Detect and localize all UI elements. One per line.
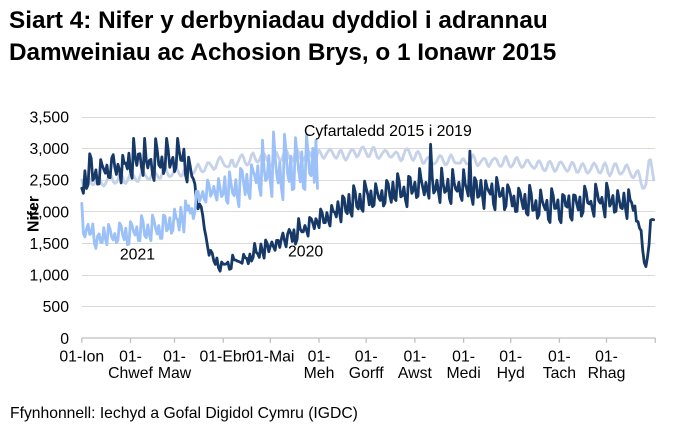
svg-text:01-: 01- [163, 349, 186, 366]
svg-text:Gorff: Gorff [349, 365, 384, 382]
svg-text:2020: 2020 [288, 244, 323, 261]
svg-text:3,000: 3,000 [29, 141, 69, 158]
svg-text:1,500: 1,500 [29, 236, 69, 253]
svg-text:Hyd: Hyd [497, 365, 525, 382]
svg-text:01-Ebr: 01-Ebr [199, 349, 246, 366]
svg-text:01-: 01- [548, 349, 571, 366]
svg-text:01-: 01- [308, 349, 331, 366]
svg-text:Tach: Tach [543, 365, 576, 382]
svg-text:2021: 2021 [120, 247, 155, 264]
svg-text:01-: 01- [452, 349, 475, 366]
svg-text:1,000: 1,000 [29, 268, 69, 285]
svg-text:Siart 4: Nifer y derbyniadau d: Siart 4: Nifer y derbyniadau dyddiol i a… [9, 7, 548, 34]
svg-text:Rhag: Rhag [588, 365, 626, 382]
svg-text:Chwef: Chwef [108, 365, 153, 382]
svg-text:01-: 01- [403, 349, 426, 366]
svg-text:01-: 01- [119, 349, 142, 366]
svg-text:Ffynhonnell: Iechyd a Gofal Di: Ffynhonnell: Iechyd a Gofal Digidol Cymr… [10, 405, 358, 422]
svg-text:Awst: Awst [398, 365, 433, 382]
svg-text:Damweiniau ac Achosion Brys, o: Damweiniau ac Achosion Brys, o 1 Ionawr … [9, 39, 556, 66]
svg-text:01-Ion: 01-Ion [59, 349, 104, 366]
svg-text:0: 0 [60, 331, 69, 348]
svg-text:Cyfartaledd 2015 i 2019: Cyfartaledd 2015 i 2019 [304, 123, 472, 140]
svg-text:500: 500 [43, 299, 70, 316]
svg-text:Meh: Meh [304, 365, 335, 382]
svg-text:Maw: Maw [158, 365, 192, 382]
svg-text:Nifer: Nifer [26, 196, 43, 232]
svg-text:2,000: 2,000 [29, 204, 69, 221]
svg-text:3,500: 3,500 [29, 110, 69, 127]
svg-text:01-: 01- [355, 349, 378, 366]
svg-text:01-Mai: 01-Mai [246, 349, 294, 366]
svg-text:Medi: Medi [446, 365, 480, 382]
svg-text:01-: 01- [499, 349, 522, 366]
svg-text:01-: 01- [595, 349, 618, 366]
svg-text:2,500: 2,500 [29, 173, 69, 190]
